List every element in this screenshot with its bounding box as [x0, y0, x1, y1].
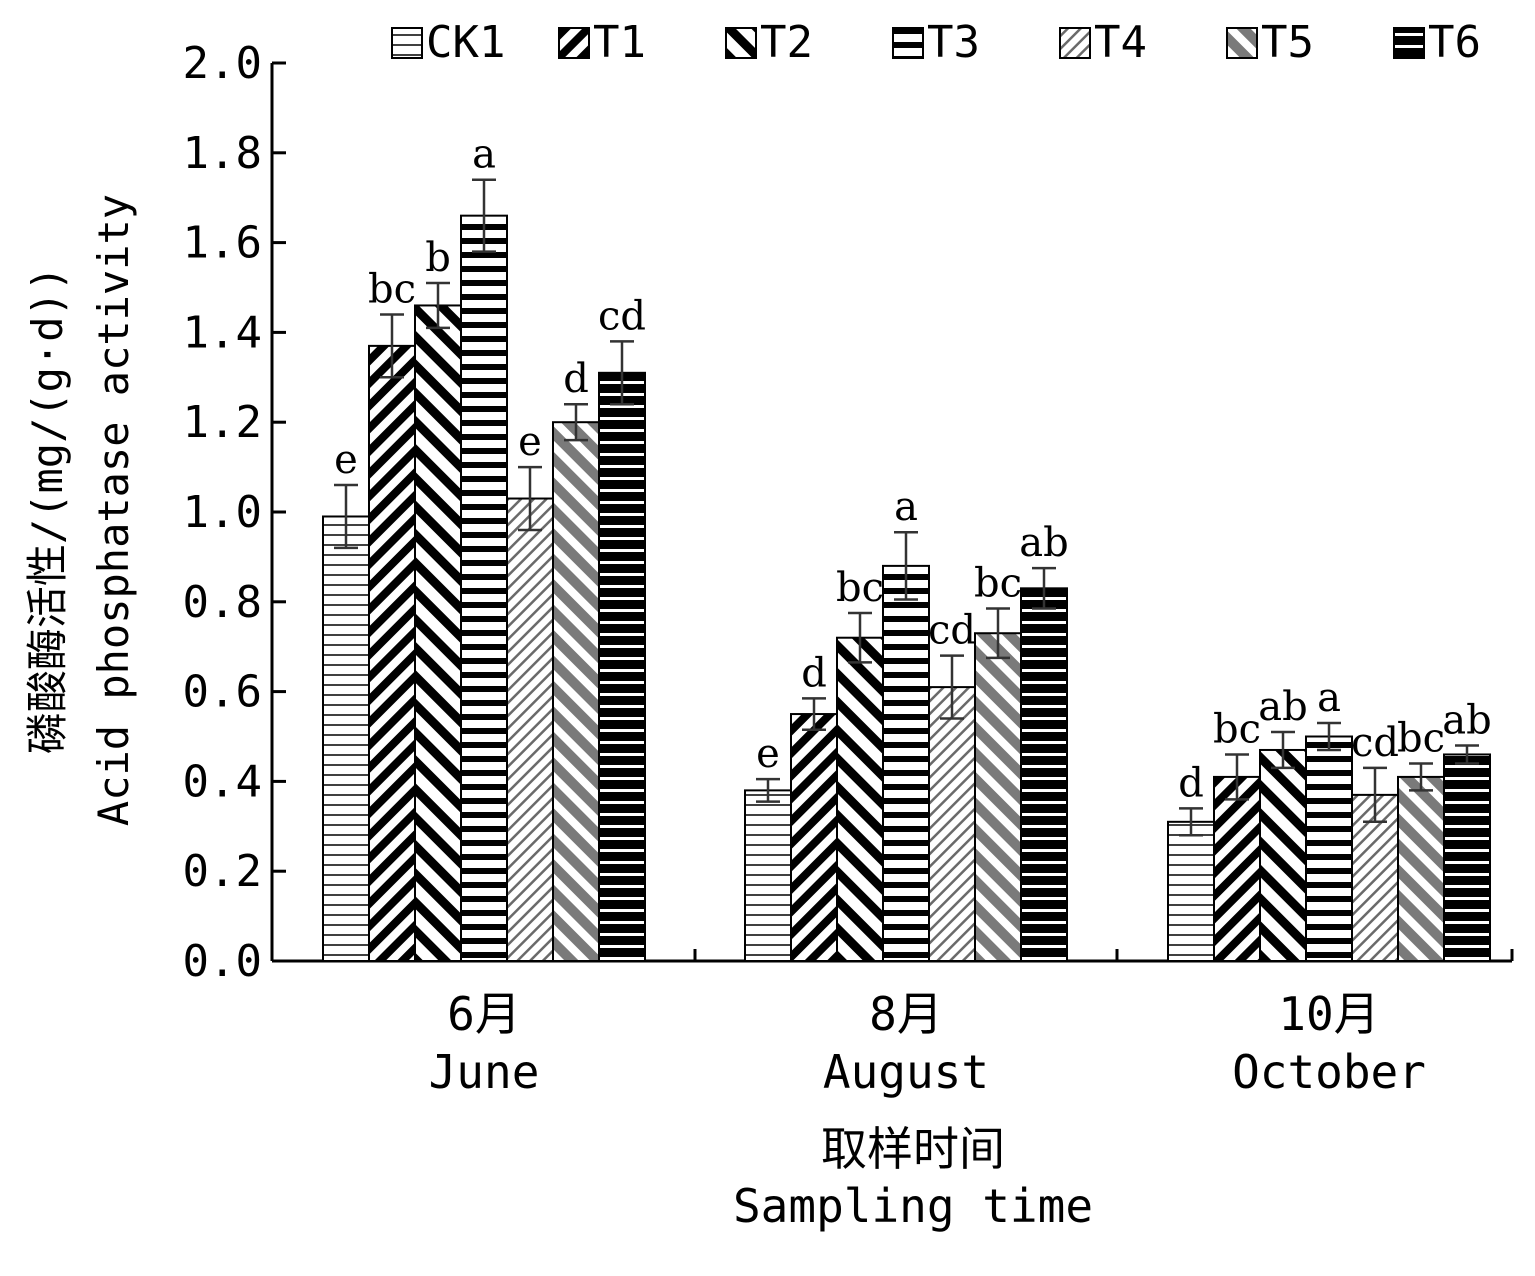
- significance-letter: bc: [836, 565, 884, 611]
- bar-t4: [928, 686, 976, 962]
- bar-t2: [1259, 748, 1307, 962]
- significance-letter: a: [472, 132, 496, 178]
- bar-t3: [882, 564, 930, 962]
- bar-t5: [974, 632, 1022, 962]
- significance-letter: bc: [1397, 715, 1445, 761]
- bar-t4: [506, 497, 554, 962]
- bar-t2: [836, 636, 884, 962]
- significance-letter: d: [1178, 760, 1204, 806]
- significance-letter: ab: [1019, 520, 1068, 566]
- bar-t5: [552, 421, 600, 962]
- bar-ck1: [744, 789, 792, 962]
- y-tick-label: 2.0: [183, 38, 262, 89]
- y-axis-title-chinese: 磷酸酶活性/(mg/(g·d)): [23, 266, 72, 754]
- bar-t6: [1443, 753, 1491, 963]
- significance-letter: b: [425, 235, 451, 281]
- significance-letter: d: [801, 650, 827, 696]
- bar-t1: [1213, 775, 1261, 962]
- y-tick-label: 1.4: [183, 307, 262, 358]
- legend-swatch-t4: [1059, 27, 1091, 59]
- significance-letter: cd: [598, 293, 646, 339]
- significance-letter: e: [756, 731, 780, 777]
- significance-letter: d: [563, 356, 589, 402]
- y-axis: 0.0 0.2 0.4 0.6 0.8 1.0 1.2 1.4 1.6 1.8 2.0: [183, 38, 286, 987]
- y-tick-label: 0.2: [183, 846, 262, 897]
- y-tick-label: 0.4: [183, 756, 262, 807]
- bar-t3: [460, 214, 508, 963]
- legend-swatch-t6: [1393, 27, 1425, 59]
- bar-t1: [368, 344, 416, 962]
- legend-label: T5: [1261, 17, 1314, 68]
- legend-label: T3: [927, 17, 980, 68]
- legend-label: T6: [1428, 17, 1481, 68]
- legend: CK1 T1 T2 T3 T4 T5 T6: [391, 17, 1481, 68]
- significance-letter: cd: [928, 608, 976, 654]
- legend-label: T1: [593, 17, 646, 68]
- significance-letter: e: [334, 437, 358, 483]
- significance-letter: bc: [1213, 706, 1261, 752]
- significance-letter: a: [1317, 675, 1341, 721]
- bar-t5: [1397, 775, 1445, 962]
- bar-t6: [1020, 587, 1068, 963]
- significance-letter: a: [894, 484, 918, 530]
- x-axis-title-english: Sampling time: [733, 1179, 1093, 1233]
- legend-label: T4: [1094, 17, 1147, 68]
- legend-swatch-t1: [558, 27, 590, 59]
- bar-t2: [414, 304, 462, 962]
- y-tick-label: 1.2: [183, 397, 262, 448]
- significance-letter: bc: [974, 561, 1022, 607]
- y-tick-label: 0.8: [183, 577, 262, 628]
- legend-label: CK1: [426, 17, 505, 68]
- bar-ck1: [1167, 820, 1215, 962]
- x-category-label-chinese: 8月: [869, 987, 943, 1041]
- y-axis-title-english: Acid phosphatase activity: [89, 194, 138, 826]
- significance-letter: ab: [1442, 697, 1491, 743]
- x-axis-title-chinese: 取样时间: [821, 1122, 1005, 1176]
- x-category-label-english: October: [1232, 1045, 1426, 1099]
- bar-t1: [790, 713, 838, 962]
- legend-swatch-t5: [1226, 27, 1258, 59]
- significance-letter: e: [518, 419, 542, 465]
- bar-ck1: [322, 515, 370, 962]
- y-tick-label: 0.0: [183, 936, 262, 987]
- bar-t3: [1305, 735, 1353, 962]
- y-tick-label: 1.8: [183, 128, 262, 179]
- significance-letter: cd: [1351, 720, 1399, 766]
- bar-t6: [598, 371, 646, 962]
- y-tick-label: 1.0: [183, 487, 262, 538]
- y-tick-label: 0.6: [183, 667, 262, 718]
- legend-label: T2: [760, 17, 813, 68]
- legend-swatch-t2: [725, 27, 757, 59]
- significance-letter: ab: [1258, 684, 1307, 730]
- x-category-label-chinese: 10月: [1278, 987, 1379, 1041]
- x-category-label-english: August: [823, 1045, 989, 1099]
- legend-swatch-t3: [892, 27, 924, 59]
- significance-letter: bc: [368, 266, 416, 312]
- legend-swatch-ck1: [391, 27, 423, 59]
- y-tick-label: 1.6: [183, 218, 262, 269]
- x-category-label-english: June: [429, 1045, 540, 1099]
- x-category-label-chinese: 6月: [447, 987, 521, 1041]
